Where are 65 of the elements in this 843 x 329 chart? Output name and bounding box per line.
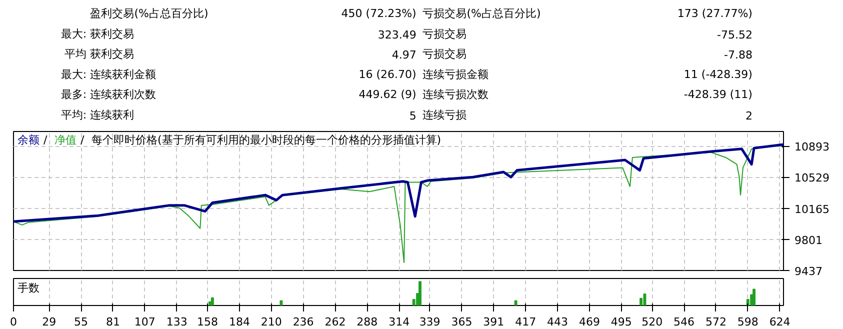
text: 450 (72.23%) (341, 7, 416, 20)
text: 连续亏损次数 (422, 88, 489, 102)
x-tick-label: 81 (106, 316, 120, 328)
text: 获利交易 (90, 27, 134, 40)
text: 323.49 (378, 28, 416, 42)
text: 亏损交易 (422, 48, 467, 61)
x-tick-label: 288 (356, 316, 378, 328)
y-tick-label: 9801 (794, 234, 822, 247)
x-tick-label: 210 (260, 316, 282, 328)
y-tick-label: 10893 (794, 140, 830, 154)
text: 平均: (60, 108, 87, 122)
x-tick-label: 184 (228, 316, 250, 328)
text: 净值 (54, 134, 76, 146)
chart-title: 手数 (18, 282, 40, 294)
text: 11 (-428.39) (684, 68, 752, 81)
text: 连续获利金额 (90, 68, 156, 81)
x-tick-label: 391 (483, 316, 504, 328)
text: 亏损交易 (422, 27, 467, 40)
text: 173 (27.77%) (677, 7, 752, 20)
text: 平均 (64, 48, 87, 61)
text: 449.62 (9) (358, 88, 416, 102)
text: 余额 (18, 134, 40, 146)
annotation: / (80, 134, 84, 146)
x-tick-label: 236 (292, 316, 314, 328)
text: 16 (26.70) (358, 68, 416, 81)
x-tick-label: 495 (610, 316, 632, 328)
text: -75.52 (716, 28, 752, 42)
x-tick-label: 107 (134, 316, 156, 328)
text: -428.39 (11) (684, 88, 752, 102)
text: 连续亏损 (422, 108, 467, 122)
text: 2 (745, 110, 752, 122)
y-tick-label: 10529 (794, 172, 830, 185)
text: 最大: (60, 68, 87, 81)
text: 连续亏损金额 (422, 68, 489, 81)
x-tick-label: 314 (388, 316, 410, 328)
y-tick-label: 10165 (794, 202, 830, 216)
x-tick-label: 158 (197, 316, 218, 328)
x-tick-label: 133 (166, 316, 188, 328)
chart-subtitle: 每个即时价格(基于所有可利用的最小时段的每一个价格的分形插值计算) (92, 134, 442, 146)
text: 亏损交易(%占总百分比) (422, 7, 541, 20)
text: 连续获利 (90, 108, 134, 122)
x-tick-label: 624 (769, 316, 790, 328)
y-tick-label: 9437 (794, 265, 822, 278)
text: 盈利交易(%占总百分比) (90, 7, 208, 20)
x-tick-label: 339 (419, 316, 440, 328)
x-tick-label: 572 (705, 316, 726, 328)
text: 5 (409, 110, 416, 122)
text: 4.97 (392, 48, 416, 62)
x-tick-label: 29 (42, 316, 56, 328)
x-tick-label: 520 (642, 316, 663, 328)
x-tick-label: 598 (737, 316, 758, 328)
text: 最大: (60, 27, 87, 40)
text: -7.88 (724, 48, 752, 62)
x-tick-label: 417 (515, 316, 536, 328)
text: 获利交易 (90, 48, 134, 61)
x-tick-label: 365 (451, 316, 472, 328)
x-tick-label: 55 (74, 316, 88, 328)
x-tick-label: 0 (10, 316, 17, 328)
x-tick-label: 262 (324, 316, 346, 328)
text: 最多: (60, 88, 87, 102)
text: 连续获利次数 (90, 88, 156, 102)
x-tick-label: 546 (674, 316, 695, 328)
annotation: / (44, 134, 48, 146)
x-tick-label: 443 (547, 316, 568, 328)
x-tick-label: 469 (578, 316, 600, 328)
